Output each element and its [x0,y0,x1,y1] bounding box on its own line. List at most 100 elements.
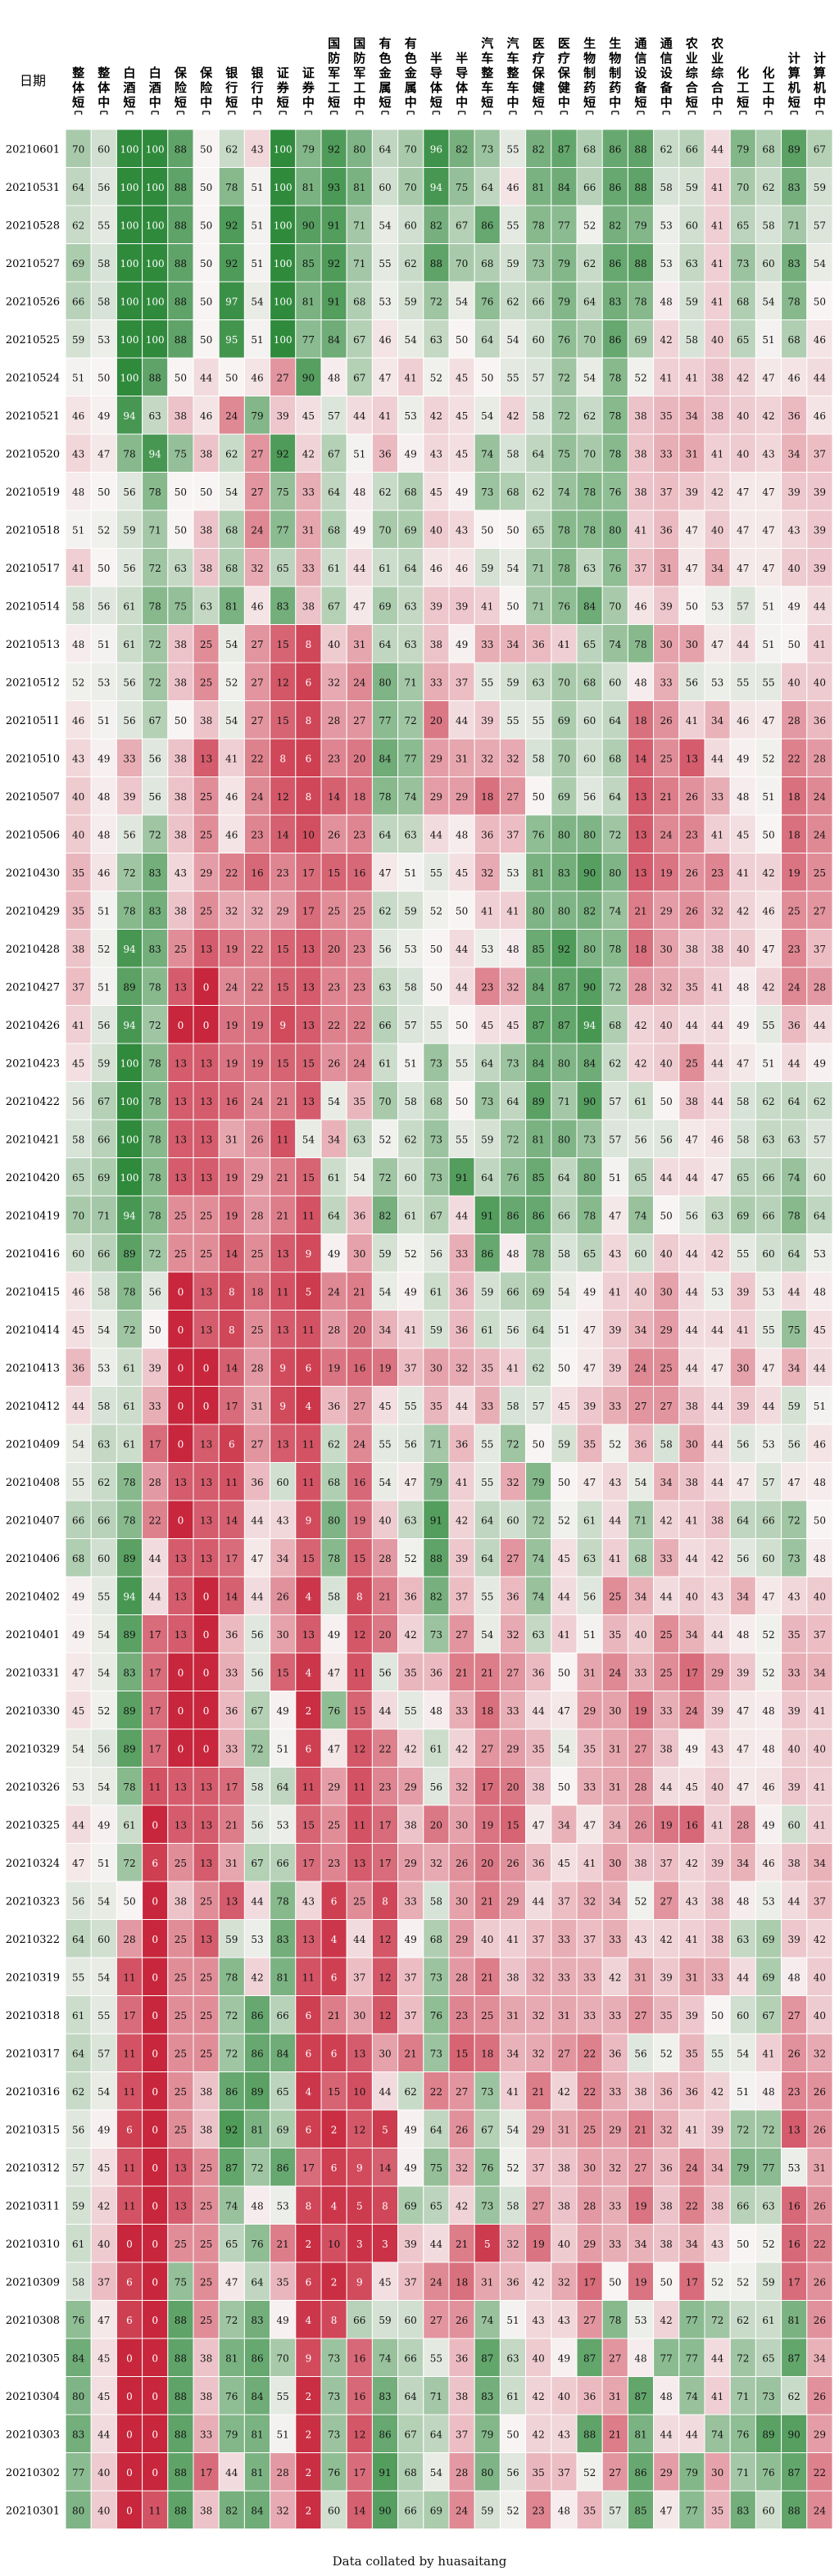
cell-value-label: 12 [353,2429,365,2440]
cell-value-label: 71 [634,1514,646,1526]
cell-value-label: 31 [481,2276,493,2288]
cell-value-label: 69 [634,334,646,346]
cell-value-label: 46 [225,829,238,840]
cell-value-label: 59 [814,182,826,193]
cell-value-label: 60 [533,334,545,346]
cell-value-label: 2 [331,2276,338,2288]
cell-value-label: 13 [277,1324,289,1336]
cell-value-label: 63 [762,2200,774,2212]
cell-value-label: 80 [379,677,391,688]
cell-value-label: 14 [225,1591,238,1602]
cell-value-label: 83 [481,2391,493,2402]
cell-value-label: 25 [175,2124,187,2135]
column-header: 整体中 [98,66,111,115]
cell-value-label: 66 [686,143,698,155]
svg-text:合: 合 [685,80,699,95]
cell-value-label: 49 [353,524,365,536]
cell-value-label: 95 [225,334,238,346]
cell-value-label: 19 [225,1172,238,1184]
cell-value-label: 32 [814,2048,826,2059]
cell-value-label: 24 [609,1667,622,1678]
cell-value-label: 44 [711,1629,724,1641]
cell-value-label: 6 [331,1895,338,1907]
cell-value-label: 42 [98,2200,110,2212]
cell-value-label: 62 [72,2086,84,2098]
svg-text:计: 计 [788,51,800,66]
cell-value-label: 56 [583,791,596,803]
svg-text:通: 通 [634,36,646,51]
cell-value-label: 58 [506,1401,519,1412]
cell-value-label: 51 [762,1057,774,1069]
cell-value-label: 83 [558,867,570,879]
cell-value-label: 55 [762,1324,774,1336]
cell-value-label: 80 [583,944,596,955]
cell-value-label: 51 [251,334,263,346]
heatmap-cell [270,624,297,663]
cell-value-label: 33 [200,2429,212,2440]
cell-value-label: 40 [788,1743,800,1754]
cell-value-label: 69 [558,715,570,727]
cell-value-label: 64 [379,143,392,155]
cell-value-label: 49 [558,2352,570,2364]
cell-value-label: 12 [379,1934,391,1945]
heatmap-cell [90,586,117,625]
cell-value-label: 50 [660,2276,673,2288]
cell-value-label: 28 [583,2200,596,2212]
cell-value-label: 49 [72,1591,84,1602]
cell-value-label: 79 [558,296,570,307]
cell-value-label: 41 [405,1324,417,1336]
cell-value-label: 28 [814,753,826,764]
heatmap-cell [755,129,782,168]
cell-value-label: 58 [72,1134,84,1145]
cell-value-label: 42 [456,1514,468,1526]
heatmap-cell [295,738,322,777]
heatmap-cell [397,281,424,320]
cell-value-label: 26 [686,791,698,803]
heatmap-cell [729,281,756,320]
cell-value-label: 92 [225,2124,238,2135]
cell-value-label: 22 [251,753,263,764]
row-date-label: 20210427 [6,981,60,994]
cell-value-label: 59 [506,258,519,269]
cell-value-label: 2 [306,2391,312,2402]
row-date-label: 20210325 [6,1819,60,1831]
row-date-label: 20210601 [6,143,60,156]
heatmap-cell [346,433,373,473]
cell-value-label: 35 [533,1743,545,1754]
cell-value-label: 87 [788,2352,800,2364]
cell-value-label: 54 [98,1629,111,1641]
cell-value-label: 13 [175,1096,187,1107]
cell-value-label: 44 [353,1934,366,1945]
cell-value-label: 67 [251,1705,263,1717]
svg-text:中: 中 [814,95,826,110]
svg-text:业: 业 [686,51,698,66]
heatmap-cell [320,396,347,435]
cell-value-label: 64 [328,1210,341,1221]
cell-value-label: 29 [200,867,212,879]
cell-value-label: 69 [72,258,84,269]
cell-value-label: 61 [328,563,340,574]
cell-value-label: 52 [558,1514,570,1526]
cell-value-label: 54 [558,1743,571,1754]
cell-value-label: 84 [251,2505,264,2516]
heatmap-cell [320,357,347,396]
heatmap-cell [142,624,169,663]
cell-value-label: 75 [788,1324,800,1336]
cell-value-label: 68 [225,563,238,574]
cell-value-label: 38 [302,600,315,612]
cell-value-label: 61 [123,1401,135,1412]
cell-value-label: 72 [558,372,570,383]
heatmap-cell [346,396,373,435]
cell-value-label: 66 [737,2200,749,2212]
cell-value-label: 40 [814,677,826,688]
cell-value-label: 17 [302,2162,315,2174]
cell-value-label: 12 [277,677,289,688]
cell-value-label: 38 [175,639,187,650]
row-date-label: 20210524 [6,372,60,384]
cell-value-label: 19 [788,867,800,879]
cell-value-label: 33 [609,2239,621,2250]
cell-value-label: 46 [251,372,263,383]
heatmap-cell [65,662,92,701]
cell-value-label: 50 [686,600,698,612]
cell-value-label: 17 [149,1705,161,1717]
